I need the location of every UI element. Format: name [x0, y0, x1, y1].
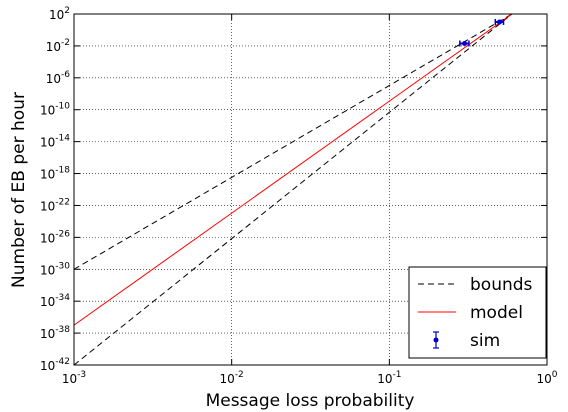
y-tick-label-exp: -6	[61, 70, 70, 80]
y-tick-label-exp: -38	[55, 325, 70, 335]
y-tick-label: 10-22	[40, 197, 70, 213]
y-axis-label: Number of EB per hour	[9, 92, 29, 288]
x-tick-label: 10-2	[220, 370, 244, 386]
x-tick-label-exp: -2	[235, 370, 244, 380]
model-line	[73, 13, 513, 326]
y-tick-label-base: 10	[40, 327, 55, 341]
x-tick-label-base: 10	[220, 372, 235, 386]
legend-items: bounds model sim	[418, 275, 533, 351]
y-tick-label-exp: -10	[55, 102, 70, 112]
x-tick-label-base: 10	[62, 372, 77, 386]
bounds-line	[73, 13, 513, 270]
y-tick-label-exp: -30	[55, 261, 70, 271]
x-tick-label-base: 10	[377, 372, 392, 386]
x-tick-label: 10-1	[377, 370, 401, 386]
y-tick-label-base: 10	[40, 263, 55, 277]
y-tick-label: 10-6	[46, 70, 71, 86]
sim-point	[462, 41, 468, 47]
y-tick-label-base: 10	[40, 295, 55, 309]
legend: bounds model sim	[408, 266, 547, 359]
y-tick-label: 10-34	[40, 293, 70, 309]
legend-model-label: model	[470, 303, 523, 323]
plot-frame	[73, 13, 548, 366]
series-layer	[73, 13, 513, 366]
x-axis-label: Message loss probability	[206, 391, 415, 411]
y-tick-label-exp: -2	[61, 38, 70, 48]
y-tick-label: 10-30	[40, 261, 70, 277]
y-tick-label: 10-14	[40, 134, 70, 150]
x-tick-label-exp: 0	[552, 370, 558, 380]
y-tick-label-base: 10	[46, 40, 61, 54]
y-tick-label-base: 10	[40, 359, 55, 373]
legend-sim-label: sim	[470, 331, 500, 351]
y-tick-label-base: 10	[40, 199, 55, 213]
x-tick-label: 100	[536, 370, 557, 386]
y-tick-label: 10-42	[40, 357, 70, 373]
y-tick-label-exp: 2	[64, 6, 70, 16]
y-tick-label-exp: -18	[55, 166, 70, 176]
legend-bounds-label: bounds	[470, 275, 533, 295]
sim-point	[497, 19, 503, 25]
x-tick-label-base: 10	[536, 372, 551, 386]
x-tick-label: 10-3	[62, 370, 86, 386]
y-tick-label-base: 10	[49, 8, 64, 22]
y-tick-label-base: 10	[40, 231, 55, 245]
x-tick-label-exp: -1	[392, 370, 401, 380]
y-tick-label-exp: -22	[55, 197, 70, 207]
y-tick-label-base: 10	[40, 168, 55, 182]
y-tick-label: 10-10	[40, 102, 70, 118]
legend-sim-marker	[433, 337, 439, 343]
y-tick-label: 10-2	[46, 38, 70, 54]
y-tick-label-exp: -26	[55, 229, 70, 239]
y-tick-label: 102	[49, 6, 70, 22]
y-tick-label: 10-26	[40, 229, 70, 245]
y-tick-label-exp: -42	[55, 357, 70, 367]
y-tick-label-base: 10	[40, 136, 55, 150]
y-tick-label: 10-38	[40, 325, 70, 341]
y-tick-label-exp: -34	[55, 293, 70, 303]
bounds-line-lower	[73, 13, 513, 366]
y-tick-label-exp: -14	[55, 134, 70, 144]
y-tick-label-base: 10	[46, 72, 61, 86]
y-tick-label: 10-18	[40, 166, 70, 182]
ticks-layer: 10-3 10-2 10-1 10010210-210-610-1010-1410-1…	[40, 6, 558, 386]
x-tick-label-exp: -3	[77, 370, 86, 380]
y-tick-label-base: 10	[40, 104, 55, 118]
